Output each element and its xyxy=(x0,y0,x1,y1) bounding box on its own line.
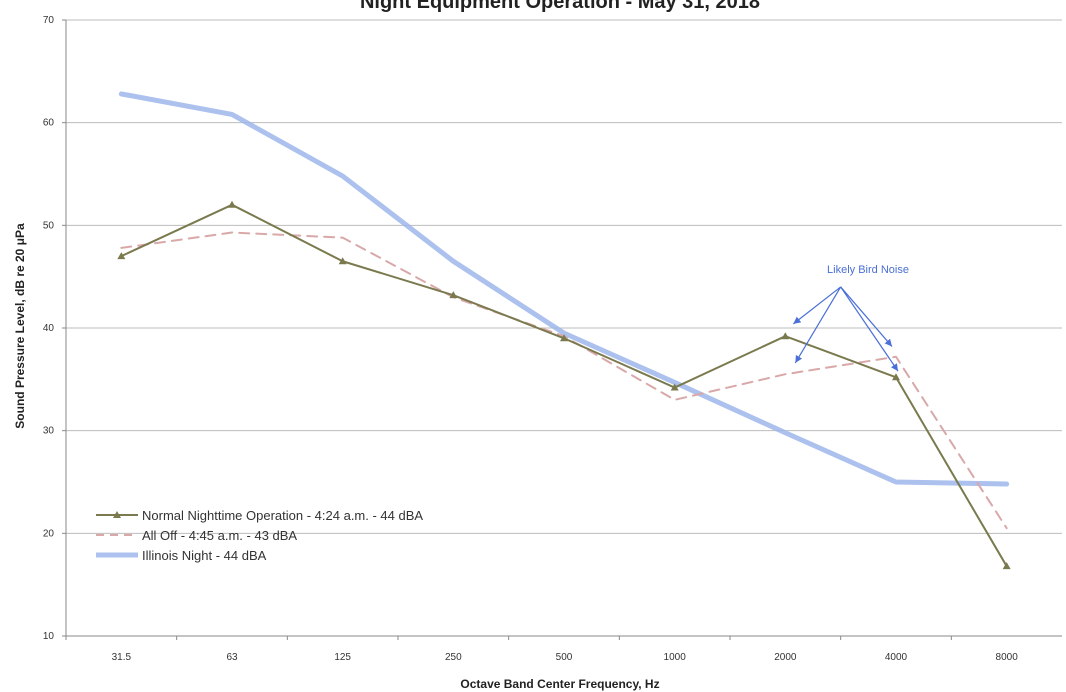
data-point xyxy=(449,291,458,299)
data-point xyxy=(338,257,347,265)
legend-label: All Off - 4:45 a.m. - 43 dBA xyxy=(142,528,297,543)
legend-item: Illinois Night - 44 dBA xyxy=(96,548,267,563)
data-point xyxy=(228,200,236,208)
data-point xyxy=(892,373,900,381)
legend-item: Normal Nighttime Operation - 4:24 a.m. -… xyxy=(96,508,423,523)
x-tick-label: 2000 xyxy=(774,652,797,663)
x-tick-label: 63 xyxy=(226,652,238,663)
gridlines xyxy=(66,19,1062,534)
y-tick-label: 60 xyxy=(43,118,55,129)
annotation-arrow xyxy=(840,286,893,347)
legend: Normal Nighttime Operation - 4:24 a.m. -… xyxy=(96,508,423,563)
x-tick-label: 8000 xyxy=(996,652,1019,663)
data-point xyxy=(781,332,790,340)
x-axis-label: Octave Band Center Frequency, Hz xyxy=(460,677,659,691)
y-axis-ticks: 10 20 30 40 50 60 70 xyxy=(43,15,66,642)
annotation-likely-bird-noise: Likely Bird Noise xyxy=(827,264,909,276)
data-point xyxy=(560,334,568,342)
x-tick-label: 31.5 xyxy=(112,652,132,663)
data-point xyxy=(670,383,679,391)
x-tick-label: 125 xyxy=(334,652,351,663)
annotation-arrow xyxy=(792,286,842,325)
legend-marker xyxy=(113,511,121,518)
x-tick-label: 1000 xyxy=(664,652,687,663)
legend-item: All Off - 4:45 a.m. - 43 dBA xyxy=(96,528,297,543)
y-tick-label: 20 xyxy=(43,528,55,539)
legend-label: Illinois Night - 44 dBA xyxy=(142,548,267,563)
annotation-layer: Likely Bird Noise xyxy=(792,264,909,372)
chart-title: Night Equipment Operation - May 31, 2018 xyxy=(360,0,760,13)
y-tick-label: 70 xyxy=(43,15,55,26)
y-tick-label: 50 xyxy=(43,220,55,231)
series-layer xyxy=(117,91,1011,570)
data-point xyxy=(1002,562,1011,570)
series-0 xyxy=(117,200,1011,570)
series-2 xyxy=(118,91,1010,487)
series-line xyxy=(120,231,1008,530)
y-tick-label: 10 xyxy=(43,631,55,642)
data-point xyxy=(117,252,126,260)
x-tick-label: 250 xyxy=(445,652,462,663)
y-tick-label: 30 xyxy=(43,426,55,437)
annotation-arrow xyxy=(840,286,899,372)
x-tick-label: 500 xyxy=(556,652,573,663)
legend-label: Normal Nighttime Operation - 4:24 a.m. -… xyxy=(142,508,423,523)
x-tick-label: 4000 xyxy=(885,652,908,663)
series-line xyxy=(118,91,1010,487)
x-axis-ticks: 31.5 63 125 250 500 1000 2000 4000 8000 xyxy=(65,636,1019,663)
y-tick-label: 40 xyxy=(43,323,55,334)
series-1 xyxy=(120,231,1008,530)
annotation-arrow xyxy=(794,286,842,364)
y-axis-label: Sound Pressure Level, dB re 20 μPa xyxy=(13,223,27,429)
